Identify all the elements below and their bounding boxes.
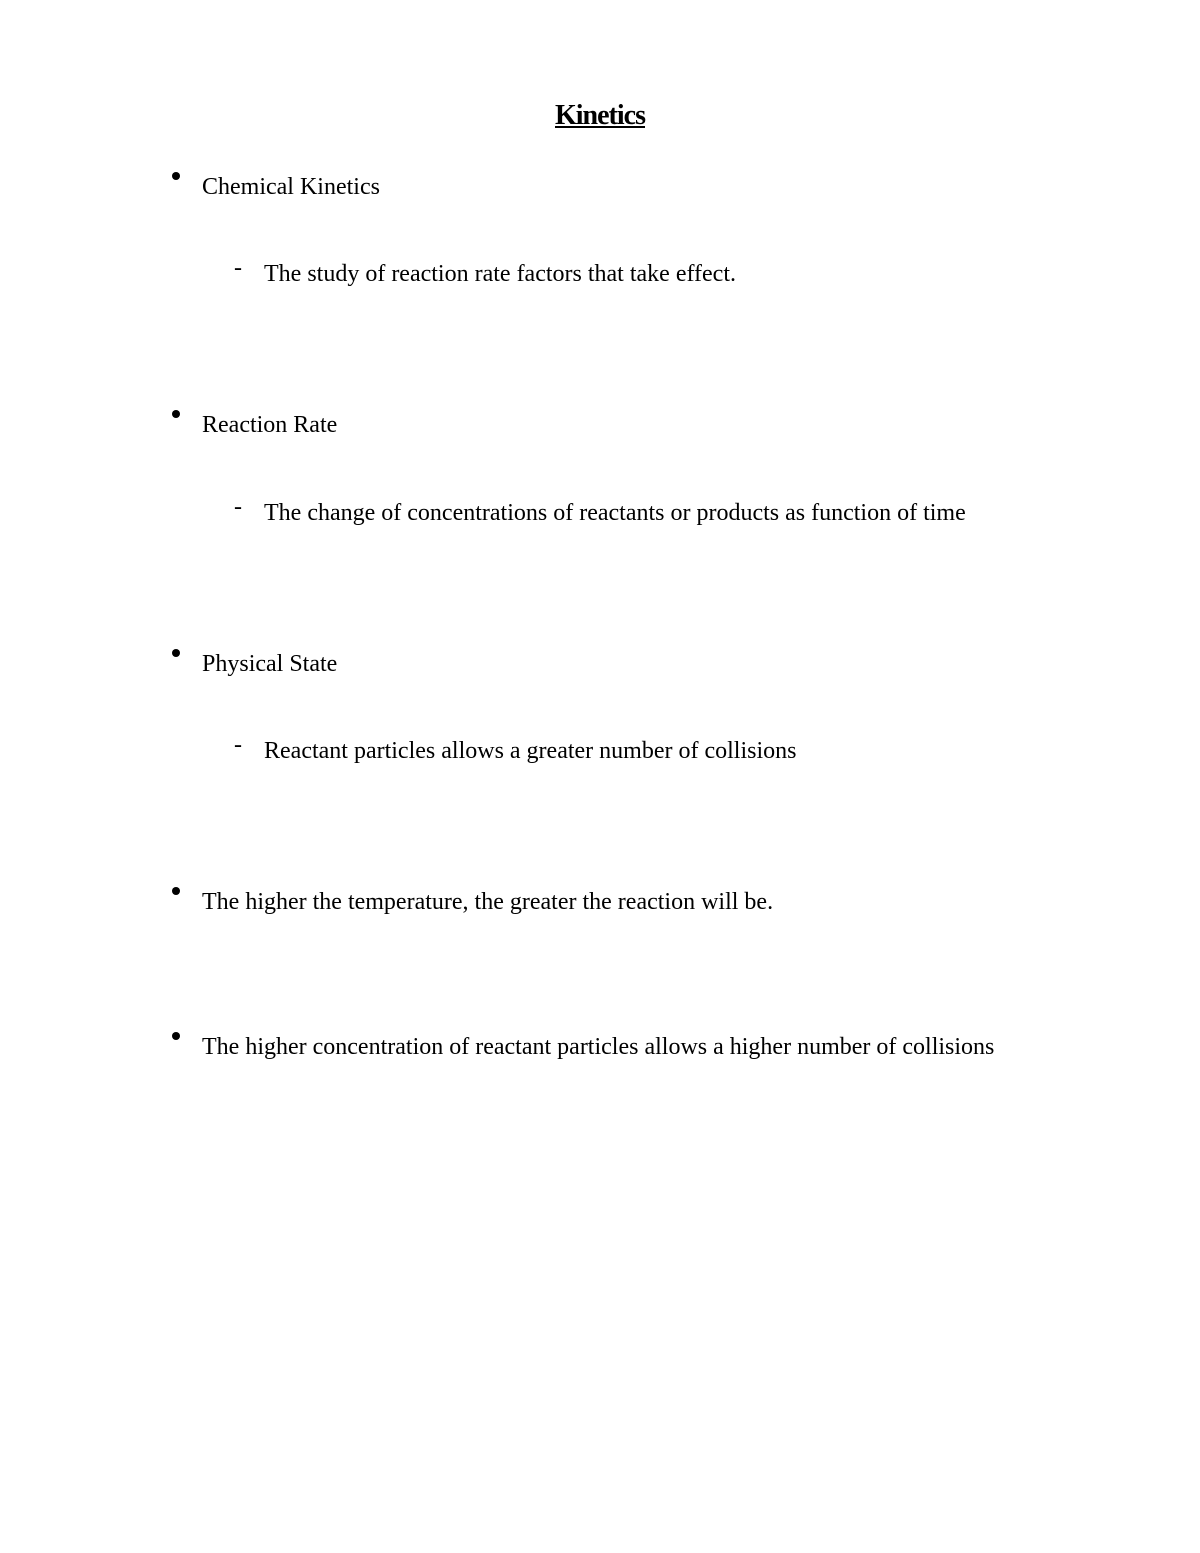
sub-list-item: - The change of concentrations of reacta…: [234, 480, 1070, 547]
bullet-disc-icon: [172, 410, 180, 418]
sub-list: - The study of reaction rate factors tha…: [172, 241, 1070, 308]
sub-list-item-text: The study of reaction rate factors that …: [264, 241, 1070, 308]
list-item: Reaction Rate - The change of concentrat…: [172, 398, 1070, 546]
dash-icon: -: [234, 480, 242, 535]
sub-list-item-text: Reactant particles allows a greater numb…: [264, 718, 1070, 785]
list-item: The higher concentration of reactant par…: [172, 1020, 1070, 1075]
sub-list-item-text: The change of concentrations of reactant…: [264, 480, 1070, 547]
dash-icon: -: [234, 718, 242, 773]
list-item-label: Physical State: [202, 637, 1070, 692]
sub-list: - Reactant particles allows a greater nu…: [172, 718, 1070, 785]
list-item-label: Reaction Rate: [202, 398, 1070, 453]
bullet-disc-icon: [172, 887, 180, 895]
list-item: Physical State - Reactant particles allo…: [172, 637, 1070, 785]
bullet-disc-icon: [172, 172, 180, 180]
sub-list-item: - The study of reaction rate factors tha…: [234, 241, 1070, 308]
outline-list: Chemical Kinetics - The study of reactio…: [130, 160, 1070, 1076]
list-item: Chemical Kinetics - The study of reactio…: [172, 160, 1070, 308]
list-item-label: The higher the temperature, the greater …: [202, 875, 1070, 930]
bullet-disc-icon: [172, 649, 180, 657]
list-item-label: The higher concentration of reactant par…: [202, 1020, 1070, 1075]
sub-list-item: - Reactant particles allows a greater nu…: [234, 718, 1070, 785]
bullet-disc-icon: [172, 1032, 180, 1040]
sub-list: - The change of concentrations of reacta…: [172, 480, 1070, 547]
list-item-label: Chemical Kinetics: [202, 160, 1070, 215]
page-title: Kinetics: [130, 100, 1070, 132]
dash-icon: -: [234, 241, 242, 296]
list-item: The higher the temperature, the greater …: [172, 875, 1070, 930]
